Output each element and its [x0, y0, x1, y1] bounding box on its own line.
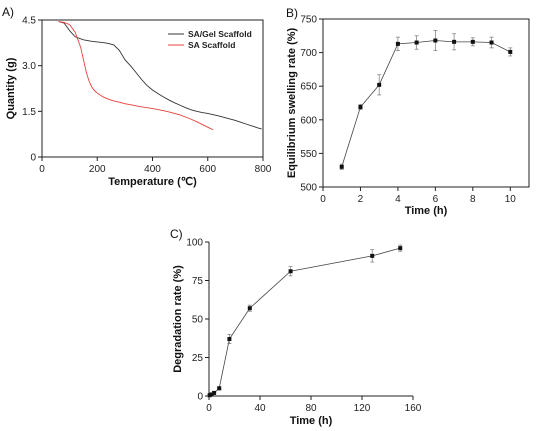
x-tick-label-b: 4 [395, 194, 401, 205]
data-point-c [247, 306, 252, 311]
y-tick-label-b: 750 [300, 15, 317, 26]
data-point-c [398, 246, 403, 251]
series-line-a-0 [58, 21, 262, 130]
data-point-b [489, 40, 494, 45]
y-tick-label-b: 700 [300, 48, 317, 59]
data-point-c [209, 392, 214, 397]
legend-label-0: SA/Gel Scaffold [188, 29, 252, 39]
y-axis-title-b: Equilibrium swelling rate (%) [286, 27, 298, 178]
x-tick-label-b: 0 [320, 194, 326, 205]
x-tick-label-a: 600 [199, 164, 216, 175]
x-tick-label-a: 200 [89, 164, 106, 175]
x-tick-label-b: 8 [470, 194, 476, 205]
x-tick-label-c: 80 [305, 403, 317, 414]
y-tick-label-b: 500 [300, 183, 317, 194]
y-tick-label-b: 600 [300, 115, 317, 126]
data-point-c [370, 253, 375, 258]
y-tick-label-a: 3.0 [22, 61, 36, 72]
panel-label-a: A) [2, 5, 14, 19]
y-tick-label-b: 550 [300, 149, 317, 160]
x-tick-label-c: 0 [206, 403, 212, 414]
y-axis-title-a: Quantity (g) [5, 57, 17, 119]
data-point-b [508, 49, 513, 54]
y-tick-label-a: 4.5 [22, 16, 36, 27]
x-tick-label-a: 800 [255, 164, 272, 175]
x-tick-label-b: 10 [505, 194, 517, 205]
x-tick-label-c: 40 [254, 403, 266, 414]
series-line-b-0 [341, 40, 511, 167]
x-tick-label-b: 2 [358, 194, 364, 205]
y-tick-label-c: 0 [197, 392, 203, 403]
data-point-b [414, 40, 419, 45]
data-point-c [217, 386, 222, 391]
y-tick-label-c: 25 [192, 353, 204, 364]
y-tick-label-c: 50 [192, 315, 204, 326]
x-tick-label-b: 6 [433, 194, 439, 205]
data-point-c [288, 269, 293, 274]
data-point-b [470, 39, 475, 44]
legend-label-1: SA Scaffold [188, 40, 235, 50]
series-line-c-0 [209, 247, 401, 396]
x-axis-title-c: Time (h) [290, 415, 333, 427]
x-axis-title-a: Temperature (℃) [108, 176, 197, 188]
x-tick-label-c: 120 [354, 403, 371, 414]
data-point-b [377, 82, 382, 87]
data-point-c [227, 337, 232, 342]
panel-label-b: B) [286, 6, 298, 20]
y-tick-label-a: 1.5 [22, 107, 36, 118]
series-line-a-1 [58, 21, 214, 131]
y-axis-title-c: Degradation rate (%) [172, 265, 184, 373]
y-tick-label-a: 0 [30, 153, 36, 164]
x-tick-label-c: 160 [405, 403, 422, 414]
plot-frame-b [322, 18, 530, 188]
data-point-b [395, 41, 400, 46]
data-point-b [452, 39, 457, 44]
data-point-b [433, 38, 438, 43]
data-point-b [339, 164, 344, 169]
x-tick-label-a: 400 [144, 164, 161, 175]
data-point-b [358, 105, 363, 110]
y-tick-label-c: 75 [192, 276, 204, 287]
x-tick-label-a: 0 [39, 164, 45, 175]
y-tick-label-b: 650 [300, 82, 317, 93]
panel-label-c: C) [170, 227, 183, 241]
x-axis-title-b: Time (h) [405, 205, 448, 217]
y-tick-label-c: 100 [186, 238, 203, 249]
data-point-c [212, 390, 217, 395]
